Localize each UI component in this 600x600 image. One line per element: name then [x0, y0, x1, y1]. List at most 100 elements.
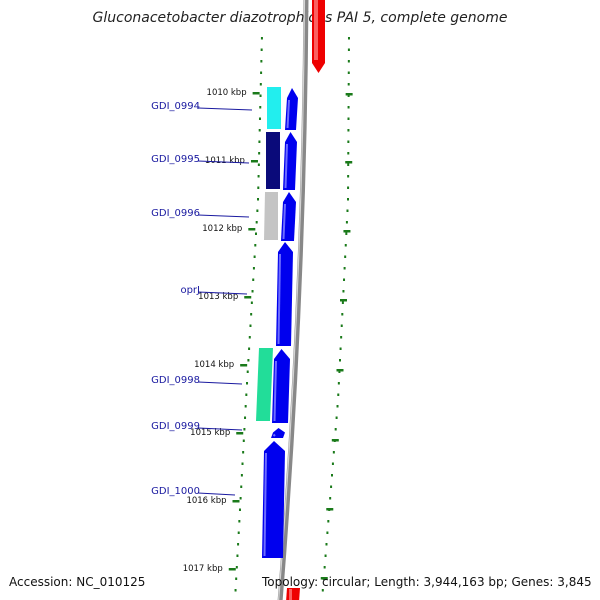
minor-tick — [252, 267, 255, 270]
minor-tick — [252, 278, 255, 281]
minor-tick — [255, 221, 258, 224]
cds-arrow-shine — [286, 99, 290, 129]
minor-tick — [238, 508, 241, 511]
cds-arrow-shine — [282, 203, 286, 240]
minor-tick — [327, 520, 330, 523]
minor-tick — [244, 416, 247, 419]
minor-tick — [324, 554, 327, 557]
minor-tick — [254, 232, 257, 235]
minor-tick — [242, 439, 245, 442]
minor-tick — [259, 106, 262, 109]
minor-tick — [254, 244, 257, 247]
cds-arrow-shine — [284, 143, 288, 189]
minor-tick — [249, 324, 252, 327]
major-tick — [252, 92, 260, 95]
major-tick — [236, 432, 244, 435]
feature-track — [256, 0, 325, 600]
minor-tick — [335, 416, 338, 419]
minor-tick — [347, 117, 350, 120]
minor-tick — [235, 566, 238, 569]
minor-tick — [243, 428, 246, 431]
minor-tick — [259, 83, 262, 86]
minor-tick — [238, 520, 241, 523]
minor-tick — [260, 37, 263, 40]
minor-tick — [260, 71, 263, 74]
position-label: 1016 kbp — [186, 496, 226, 506]
minor-tick — [248, 347, 251, 350]
gene-leader-line — [197, 492, 236, 496]
rna-arrow-shine — [314, 0, 318, 60]
rna-arrow-shine — [289, 589, 292, 600]
position-label: 1010 kbp — [207, 88, 247, 98]
minor-tick — [340, 336, 343, 339]
cds-arrow-shine — [277, 253, 281, 345]
minor-tick — [250, 301, 253, 304]
cds-arrow-shine — [272, 433, 276, 437]
accession-label: Accession: NC_010125 — [9, 575, 146, 589]
cds-arrow-shine — [273, 360, 277, 422]
minor-tick — [251, 290, 254, 293]
minor-tick — [347, 198, 350, 201]
minor-tick — [334, 428, 337, 431]
minor-tick — [257, 175, 260, 178]
gene-leader-line — [197, 107, 253, 111]
minor-tick — [321, 589, 324, 592]
minor-tick — [234, 589, 237, 592]
major-tick — [331, 439, 339, 442]
minor-tick — [345, 221, 348, 224]
minor-tick — [344, 244, 347, 247]
gene-label: GDI_0999 — [151, 421, 200, 432]
minor-tick — [240, 474, 243, 477]
major-tick — [240, 364, 248, 367]
backbone-line — [277, 0, 309, 600]
labels: 1010 kbp 1011 kbp 1012 kbp 1013 kbp 1014 kbp… — [151, 88, 253, 574]
minor-tick — [347, 175, 350, 178]
minor-tick — [237, 531, 240, 534]
minor-tick — [338, 370, 341, 373]
minor-tick — [323, 566, 326, 569]
minor-tick — [339, 359, 341, 362]
minor-tick — [347, 152, 350, 155]
minor-tick — [236, 554, 239, 557]
minor-tick — [342, 290, 345, 293]
minor-tick — [240, 485, 243, 488]
minor-tick — [253, 255, 256, 258]
minor-tick — [345, 232, 348, 235]
minor-tick — [341, 313, 344, 316]
position-label: 1014 kbp — [194, 360, 234, 370]
minor-tick — [347, 37, 350, 40]
minor-tick — [347, 60, 350, 63]
minor-tick — [347, 83, 350, 86]
minor-tick — [260, 60, 263, 63]
cds-arrow — [262, 441, 285, 558]
minor-tick — [343, 278, 346, 281]
minor-tick — [336, 405, 339, 408]
minor-tick — [331, 462, 334, 465]
minor-tick — [346, 209, 349, 212]
minor-tick — [329, 497, 332, 500]
minor-tick — [237, 543, 240, 546]
cds-arrow — [271, 428, 285, 438]
major-tick — [345, 93, 353, 96]
gene-category-block — [266, 132, 280, 189]
major-tick — [345, 161, 353, 164]
gene-label: GDI_0996 — [151, 208, 200, 219]
major-tick — [244, 296, 252, 299]
minor-tick — [258, 117, 261, 120]
minor-tick — [257, 198, 260, 201]
gene-label: GDI_1000 — [151, 486, 200, 497]
minor-tick — [260, 48, 263, 51]
minor-tick — [259, 94, 262, 97]
major-tick — [336, 369, 344, 372]
gene-leader-line — [197, 381, 243, 385]
position-label: 1015 kbp — [190, 428, 230, 438]
cds-arrow-shine — [263, 452, 267, 557]
gene-leader-line — [197, 427, 243, 431]
minor-tick — [247, 359, 250, 362]
minor-tick — [258, 129, 261, 132]
minor-tick — [257, 186, 260, 189]
map-title: Gluconacetobacter diazotrophicus PAI 5, … — [92, 10, 508, 26]
minor-tick — [246, 370, 249, 373]
minor-tick — [332, 451, 335, 454]
gene-category-block — [256, 348, 273, 421]
